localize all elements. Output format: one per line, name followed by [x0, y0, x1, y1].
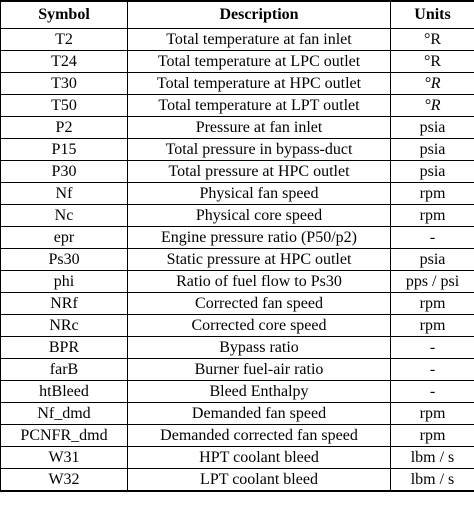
description-cell: Corrected core speed — [127, 314, 391, 337]
description-cell: Bleed Enthalpy — [127, 380, 391, 403]
units-cell: - — [390, 380, 474, 403]
description-cell: Bypass ratio — [127, 336, 391, 359]
sensor-table: Symbol Description Units T2 Total temper… — [0, 0, 474, 492]
description-cell: Physical core speed — [127, 204, 391, 227]
units-cell: pps / psi — [390, 270, 474, 293]
table-row: Ps30 Static pressure at HPC outlet psia — [0, 248, 474, 271]
header-symbol: Symbol — [0, 0, 128, 29]
description-cell: Engine pressure ratio (P50/p2) — [127, 226, 391, 249]
units-cell: rpm — [390, 314, 474, 337]
table-row: T30 Total temperature at HPC outlet °R — [0, 72, 474, 95]
units-cell: rpm — [390, 182, 474, 205]
units-cell: °R — [390, 72, 474, 95]
symbol-cell: Nf — [0, 182, 128, 205]
units-cell: °R — [390, 50, 474, 73]
table-row: Nf Physical fan speed rpm — [0, 182, 474, 205]
description-cell: Total pressure in bypass-duct — [127, 138, 391, 161]
table-row: Nf_dmd Demanded fan speed rpm — [0, 402, 474, 425]
description-cell: Demanded fan speed — [127, 402, 391, 425]
units-cell: °R — [390, 94, 474, 117]
table-row: Nc Physical core speed rpm — [0, 204, 474, 227]
description-cell: Total temperature at LPT outlet — [127, 94, 391, 117]
description-cell: Total temperature at fan inlet — [127, 28, 391, 51]
table-row: T50 Total temperature at LPT outlet °R — [0, 94, 474, 117]
table-header-row: Symbol Description Units — [0, 0, 474, 29]
symbol-cell: NRf — [0, 292, 128, 315]
units-cell: rpm — [390, 424, 474, 447]
units-cell: psia — [390, 248, 474, 271]
description-cell: Total pressure at HPC outlet — [127, 160, 391, 183]
description-cell: Demanded corrected fan speed — [127, 424, 391, 447]
symbol-cell: htBleed — [0, 380, 128, 403]
table-row: epr Engine pressure ratio (P50/p2) - — [0, 226, 474, 249]
units-cell: rpm — [390, 204, 474, 227]
table-row: phi Ratio of fuel flow to Ps30 pps / psi — [0, 270, 474, 293]
symbol-cell: P2 — [0, 116, 128, 139]
table-row: W31 HPT coolant bleed lbm / s — [0, 446, 474, 469]
symbol-cell: phi — [0, 270, 128, 293]
table-row: NRc Corrected core speed rpm — [0, 314, 474, 337]
symbol-cell: T2 — [0, 28, 128, 51]
units-cell: lbm / s — [390, 446, 474, 469]
table-row: T24 Total temperature at LPC outlet °R — [0, 50, 474, 73]
description-cell: Physical fan speed — [127, 182, 391, 205]
symbol-cell: W32 — [0, 468, 128, 492]
units-cell: psia — [390, 138, 474, 161]
symbol-cell: epr — [0, 226, 128, 249]
symbol-cell: Nc — [0, 204, 128, 227]
table-row: P30 Total pressure at HPC outlet psia — [0, 160, 474, 183]
table-row: NRf Corrected fan speed rpm — [0, 292, 474, 315]
symbol-cell: T24 — [0, 50, 128, 73]
table-row: W32 LPT coolant bleed lbm / s — [0, 468, 474, 492]
units-cell: - — [390, 358, 474, 381]
symbol-cell: NRc — [0, 314, 128, 337]
table-row: htBleed Bleed Enthalpy - — [0, 380, 474, 403]
symbol-cell: Nf_dmd — [0, 402, 128, 425]
table-row: P15 Total pressure in bypass-duct psia — [0, 138, 474, 161]
symbol-cell: P15 — [0, 138, 128, 161]
symbol-cell: T50 — [0, 94, 128, 117]
description-cell: Ratio of fuel flow to Ps30 — [127, 270, 391, 293]
table-row: BPR Bypass ratio - — [0, 336, 474, 359]
units-cell: lbm / s — [390, 468, 474, 492]
units-cell: - — [390, 226, 474, 249]
units-cell: - — [390, 336, 474, 359]
header-units: Units — [390, 0, 474, 29]
header-description: Description — [127, 0, 391, 29]
description-cell: Burner fuel-air ratio — [127, 358, 391, 381]
units-cell: rpm — [390, 292, 474, 315]
symbol-cell: PCNFR_dmd — [0, 424, 128, 447]
description-cell: Pressure at fan inlet — [127, 116, 391, 139]
symbol-cell: T30 — [0, 72, 128, 95]
symbol-cell: P30 — [0, 160, 128, 183]
units-cell: psia — [390, 116, 474, 139]
description-cell: HPT coolant bleed — [127, 446, 391, 469]
symbol-cell: BPR — [0, 336, 128, 359]
symbol-cell: W31 — [0, 446, 128, 469]
units-cell: rpm — [390, 402, 474, 425]
description-cell: Static pressure at HPC outlet — [127, 248, 391, 271]
description-cell: Corrected fan speed — [127, 292, 391, 315]
table-row: PCNFR_dmd Demanded corrected fan speed r… — [0, 424, 474, 447]
units-cell: psia — [390, 160, 474, 183]
table-row: farB Burner fuel-air ratio - — [0, 358, 474, 381]
description-cell: Total temperature at HPC outlet — [127, 72, 391, 95]
table-body: T2 Total temperature at fan inlet °R T24… — [0, 28, 474, 492]
description-cell: Total temperature at LPC outlet — [127, 50, 391, 73]
symbol-cell: farB — [0, 358, 128, 381]
table-row: T2 Total temperature at fan inlet °R — [0, 28, 474, 51]
units-cell: °R — [390, 28, 474, 51]
symbol-cell: Ps30 — [0, 248, 128, 271]
description-cell: LPT coolant bleed — [127, 468, 391, 492]
table-row: P2 Pressure at fan inlet psia — [0, 116, 474, 139]
